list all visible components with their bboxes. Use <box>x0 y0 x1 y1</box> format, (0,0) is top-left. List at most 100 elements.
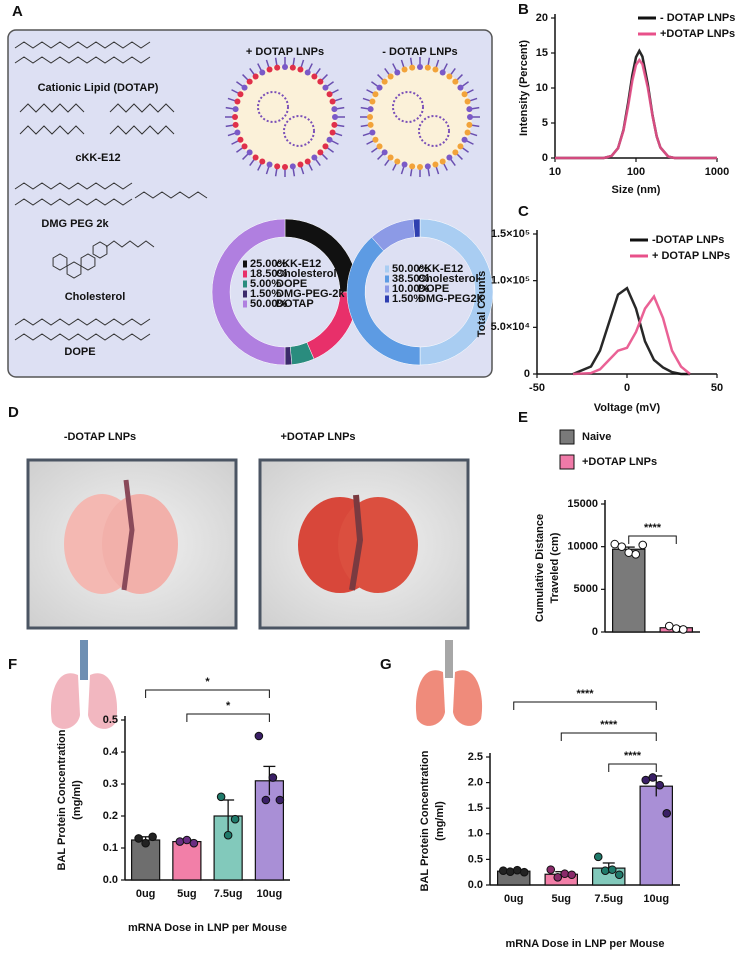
peg-chain <box>442 162 448 171</box>
lipid-head <box>401 161 408 168</box>
peg-chain <box>471 106 480 110</box>
lipid-head <box>322 84 329 91</box>
lipid-head <box>394 158 401 165</box>
lipid-head <box>401 66 408 73</box>
y-axis-label: (mg/ml) <box>434 801 446 841</box>
peg-chain <box>300 166 305 175</box>
x-tick-label: 0ug <box>136 888 156 900</box>
panel-label: B <box>518 1 529 18</box>
peg-chain <box>242 153 249 160</box>
lipid-head <box>289 163 296 170</box>
mrna-vesicle <box>257 91 289 123</box>
chart-title: - DOTAP LNPs <box>382 46 457 58</box>
series-line <box>572 286 690 376</box>
chain <box>19 103 85 113</box>
lipid-head <box>329 98 336 105</box>
data-point <box>560 869 570 879</box>
x-tick-label: 7.5ug <box>594 893 623 905</box>
chart-title: + DOTAP LNPs <box>246 46 324 58</box>
lipid-head <box>432 161 439 168</box>
legend-label: +DOTAP LNPs <box>582 456 657 468</box>
y-tick-label: 10000 <box>567 541 598 553</box>
peg-chain <box>461 81 469 88</box>
peg-chain <box>336 106 345 110</box>
peg-chain <box>435 166 440 175</box>
peg-chain <box>231 139 240 145</box>
peg-chain <box>292 57 296 66</box>
significance-label: * <box>226 700 231 712</box>
significance-label: **** <box>644 522 662 534</box>
x-tick-label: 10ug <box>257 888 283 900</box>
data-point <box>216 792 226 802</box>
y-tick-label: 0 <box>592 626 598 638</box>
y-tick-label: 0.3 <box>103 778 118 790</box>
ring <box>52 253 68 271</box>
chain <box>14 333 151 341</box>
y-tick-label: 0.0 <box>103 874 118 886</box>
x-tick-label: 7.5ug <box>214 888 243 900</box>
legend-swatch <box>385 285 389 293</box>
lipid-head <box>232 106 239 113</box>
lung-icon <box>415 640 483 726</box>
x-tick-label: 10 <box>549 166 561 178</box>
lipid-head <box>304 69 311 76</box>
data-point <box>189 838 199 848</box>
chain <box>14 41 151 49</box>
peg-chain <box>307 63 313 72</box>
peg-chain <box>265 166 270 175</box>
peg-chain <box>265 59 270 68</box>
significance-bracket <box>513 701 657 710</box>
lipid-head <box>289 64 296 71</box>
panel-label: D <box>8 404 19 421</box>
lipid-head <box>332 114 338 120</box>
lipid-head <box>266 66 273 73</box>
x-tick-label: 0 <box>624 382 630 394</box>
y-axis-label: BAL Protein Concentration <box>56 729 68 870</box>
lipid-head <box>282 64 288 70</box>
data-point <box>638 540 648 550</box>
peg-chain <box>465 139 474 145</box>
y-tick-label: 0.0 <box>468 879 483 891</box>
peg-chain <box>456 153 463 160</box>
peg-chain <box>362 132 371 137</box>
peg-chain <box>326 81 334 88</box>
significance-label: **** <box>624 750 642 762</box>
y-tick-label: 20 <box>536 12 548 24</box>
lipid-head <box>417 164 423 170</box>
lipid-head <box>372 136 379 143</box>
lipid-head <box>381 149 388 156</box>
chain <box>134 191 208 199</box>
lipid-label: cKK-E12 <box>75 152 120 164</box>
y-tick-label: 2.0 <box>468 777 483 789</box>
slice-value-label: 10.00% <box>392 283 430 295</box>
data-point <box>223 830 233 840</box>
y-axis-label: Cumulative Distance <box>534 514 546 622</box>
lipid-head <box>457 143 464 150</box>
ring <box>80 253 96 271</box>
series-line <box>572 294 691 376</box>
lung-photo <box>258 458 470 630</box>
lnp-illustrations <box>225 57 480 177</box>
trachea <box>349 494 364 591</box>
image-title: -DOTAP LNPs <box>64 431 136 443</box>
x-axis-label: Size (nm) <box>612 184 661 196</box>
lipid-head <box>461 136 468 143</box>
peg-chain <box>469 132 478 137</box>
chain <box>14 198 133 206</box>
peg-chain <box>334 132 343 137</box>
legend-label: - DOTAP LNPs <box>660 12 735 24</box>
data-point <box>512 865 522 875</box>
lipid-head <box>376 143 383 150</box>
lipid-head <box>452 78 459 85</box>
significance-bracket <box>145 689 270 698</box>
lipid-head <box>466 106 473 113</box>
lipid-head <box>252 154 259 161</box>
lipid-head <box>466 121 473 128</box>
data-point <box>230 814 240 824</box>
legend-swatch <box>559 429 575 445</box>
y-axis-label: Total Counts <box>476 271 488 337</box>
lipid-head <box>367 114 373 120</box>
lipid-head <box>381 78 388 85</box>
x-axis-label: mRNA Dose in LNP per Mouse <box>128 922 287 934</box>
